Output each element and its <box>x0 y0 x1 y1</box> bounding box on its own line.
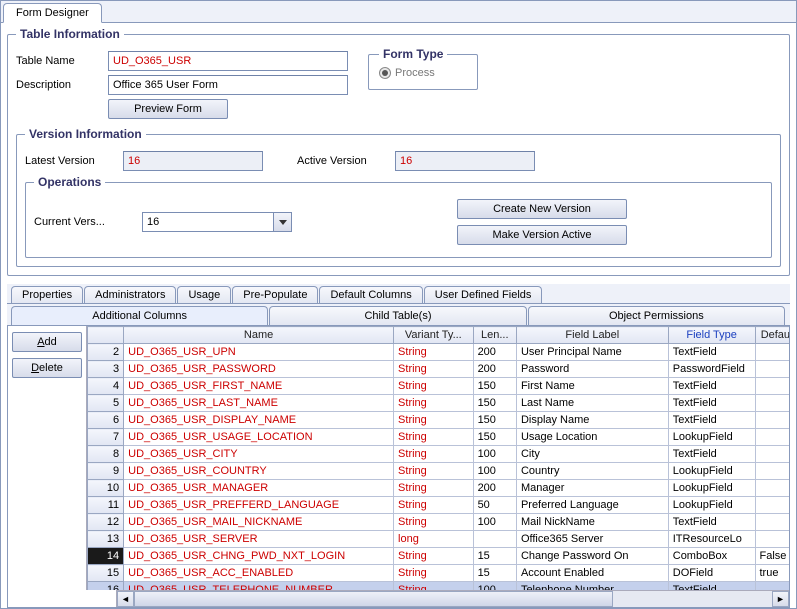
table-row[interactable]: 7UD_O365_USR_USAGE_LOCATIONString150Usag… <box>88 429 790 446</box>
delete-button[interactable]: Delete <box>12 358 82 378</box>
scroll-thumb[interactable] <box>134 591 613 607</box>
col-header[interactable]: Field Type <box>668 327 755 344</box>
form-type-fieldset: Form Type Process <box>368 47 478 90</box>
tab-pre-populate[interactable]: Pre-Populate <box>232 286 318 303</box>
table-row[interactable]: 13UD_O365_USR_SERVERlongOffice365 Server… <box>88 531 790 548</box>
radio-process-label: Process <box>395 67 435 79</box>
label-description: Description <box>16 79 102 91</box>
add-button[interactable]: Add <box>12 332 82 352</box>
subtab-additional-columns[interactable]: Additional Columns <box>11 306 268 325</box>
tabstrip-primary: PropertiesAdministratorsUsagePre-Populat… <box>7 284 790 304</box>
tab-form-designer[interactable]: Form Designer <box>3 3 102 23</box>
tab-user-defined-fields[interactable]: User Defined Fields <box>424 286 543 303</box>
label-table-name: Table Name <box>16 55 102 67</box>
table-row[interactable]: 2UD_O365_USR_UPNString200User Principal … <box>88 344 790 361</box>
label-current-version: Current Vers... <box>34 216 126 228</box>
subtab-child-table-s-[interactable]: Child Table(s) <box>269 306 526 325</box>
tabstrip-secondary: Additional ColumnsChild Table(s)Object P… <box>7 304 790 326</box>
lower-panel: Add Delete NameVariant Ty...Len...Field … <box>7 326 790 608</box>
col-header[interactable] <box>88 327 124 344</box>
label-active-version: Active Version <box>297 155 389 167</box>
version-information-fieldset: Version Information Latest Version Activ… <box>16 127 781 267</box>
side-buttons: Add Delete <box>8 326 86 607</box>
subtab-object-permissions[interactable]: Object Permissions <box>528 306 785 325</box>
table-row[interactable]: 3UD_O365_USR_PASSWORDString200PasswordPa… <box>88 361 790 378</box>
form-type-legend: Form Type <box>379 47 447 61</box>
operations-legend: Operations <box>34 175 105 189</box>
input-active-version <box>395 151 535 171</box>
combo-current-version[interactable] <box>142 212 292 232</box>
input-latest-version <box>123 151 263 171</box>
col-header[interactable]: Len... <box>473 327 516 344</box>
table-row[interactable]: 9UD_O365_USR_COUNTRYString100CountryLook… <box>88 463 790 480</box>
horizontal-scrollbar[interactable]: ◄ ► <box>116 590 789 607</box>
top-tab-row: Form Designer <box>1 1 796 23</box>
table-row[interactable]: 5UD_O365_USR_LAST_NAMEString150Last Name… <box>88 395 790 412</box>
tab-properties[interactable]: Properties <box>11 286 83 303</box>
table-row[interactable]: 14UD_O365_USR_CHNG_PWD_NXT_LOGINString15… <box>88 548 790 565</box>
scroll-right-icon[interactable]: ► <box>772 591 789 607</box>
tab-usage[interactable]: Usage <box>177 286 231 303</box>
operations-fieldset: Operations Current Vers... Create New Ve… <box>25 175 772 258</box>
tab-default-columns[interactable]: Default Columns <box>319 286 422 303</box>
input-description[interactable] <box>108 75 348 95</box>
label-latest-version: Latest Version <box>25 155 117 167</box>
preview-form-button[interactable]: Preview Form <box>108 99 228 119</box>
input-table-name[interactable] <box>108 51 348 71</box>
columns-grid[interactable]: NameVariant Ty...Len...Field LabelField … <box>86 326 789 590</box>
version-information-legend: Version Information <box>25 127 146 141</box>
table-information-fieldset: Table Information Table Name Description… <box>7 27 790 276</box>
table-row[interactable]: 16UD_O365_USR_TELEPHONE_NUMBERString100T… <box>88 582 790 591</box>
create-new-version-button[interactable]: Create New Version <box>457 199 627 219</box>
scroll-track[interactable] <box>134 591 772 607</box>
table-row[interactable]: 8UD_O365_USR_CITYString100CityTextField8 <box>88 446 790 463</box>
table-row[interactable]: 4UD_O365_USR_FIRST_NAMEString150First Na… <box>88 378 790 395</box>
radio-process: Process <box>379 67 447 79</box>
table-row[interactable]: 15UD_O365_USR_ACC_ENABLEDString15Account… <box>88 565 790 582</box>
combo-current-version-input[interactable] <box>143 214 273 230</box>
table-row[interactable]: 6UD_O365_USR_DISPLAY_NAMEString150Displa… <box>88 412 790 429</box>
col-header[interactable]: Variant Ty... <box>394 327 474 344</box>
tab-administrators[interactable]: Administrators <box>84 286 176 303</box>
table-information-legend: Table Information <box>16 27 124 41</box>
chevron-down-icon[interactable] <box>273 213 291 231</box>
table-row[interactable]: 11UD_O365_USR_PREFFERD_LANGUAGEString50P… <box>88 497 790 514</box>
radio-icon <box>379 67 391 79</box>
table-row[interactable]: 10UD_O365_USR_MANAGERString200ManagerLoo… <box>88 480 790 497</box>
scroll-left-icon[interactable]: ◄ <box>117 591 134 607</box>
col-header[interactable]: Name <box>124 327 394 344</box>
col-header[interactable]: Field Label <box>516 327 668 344</box>
make-version-active-button[interactable]: Make Version Active <box>457 225 627 245</box>
table-row[interactable]: 12UD_O365_USR_MAIL_NICKNAMEString100Mail… <box>88 514 790 531</box>
col-header[interactable]: Default... <box>755 327 789 344</box>
